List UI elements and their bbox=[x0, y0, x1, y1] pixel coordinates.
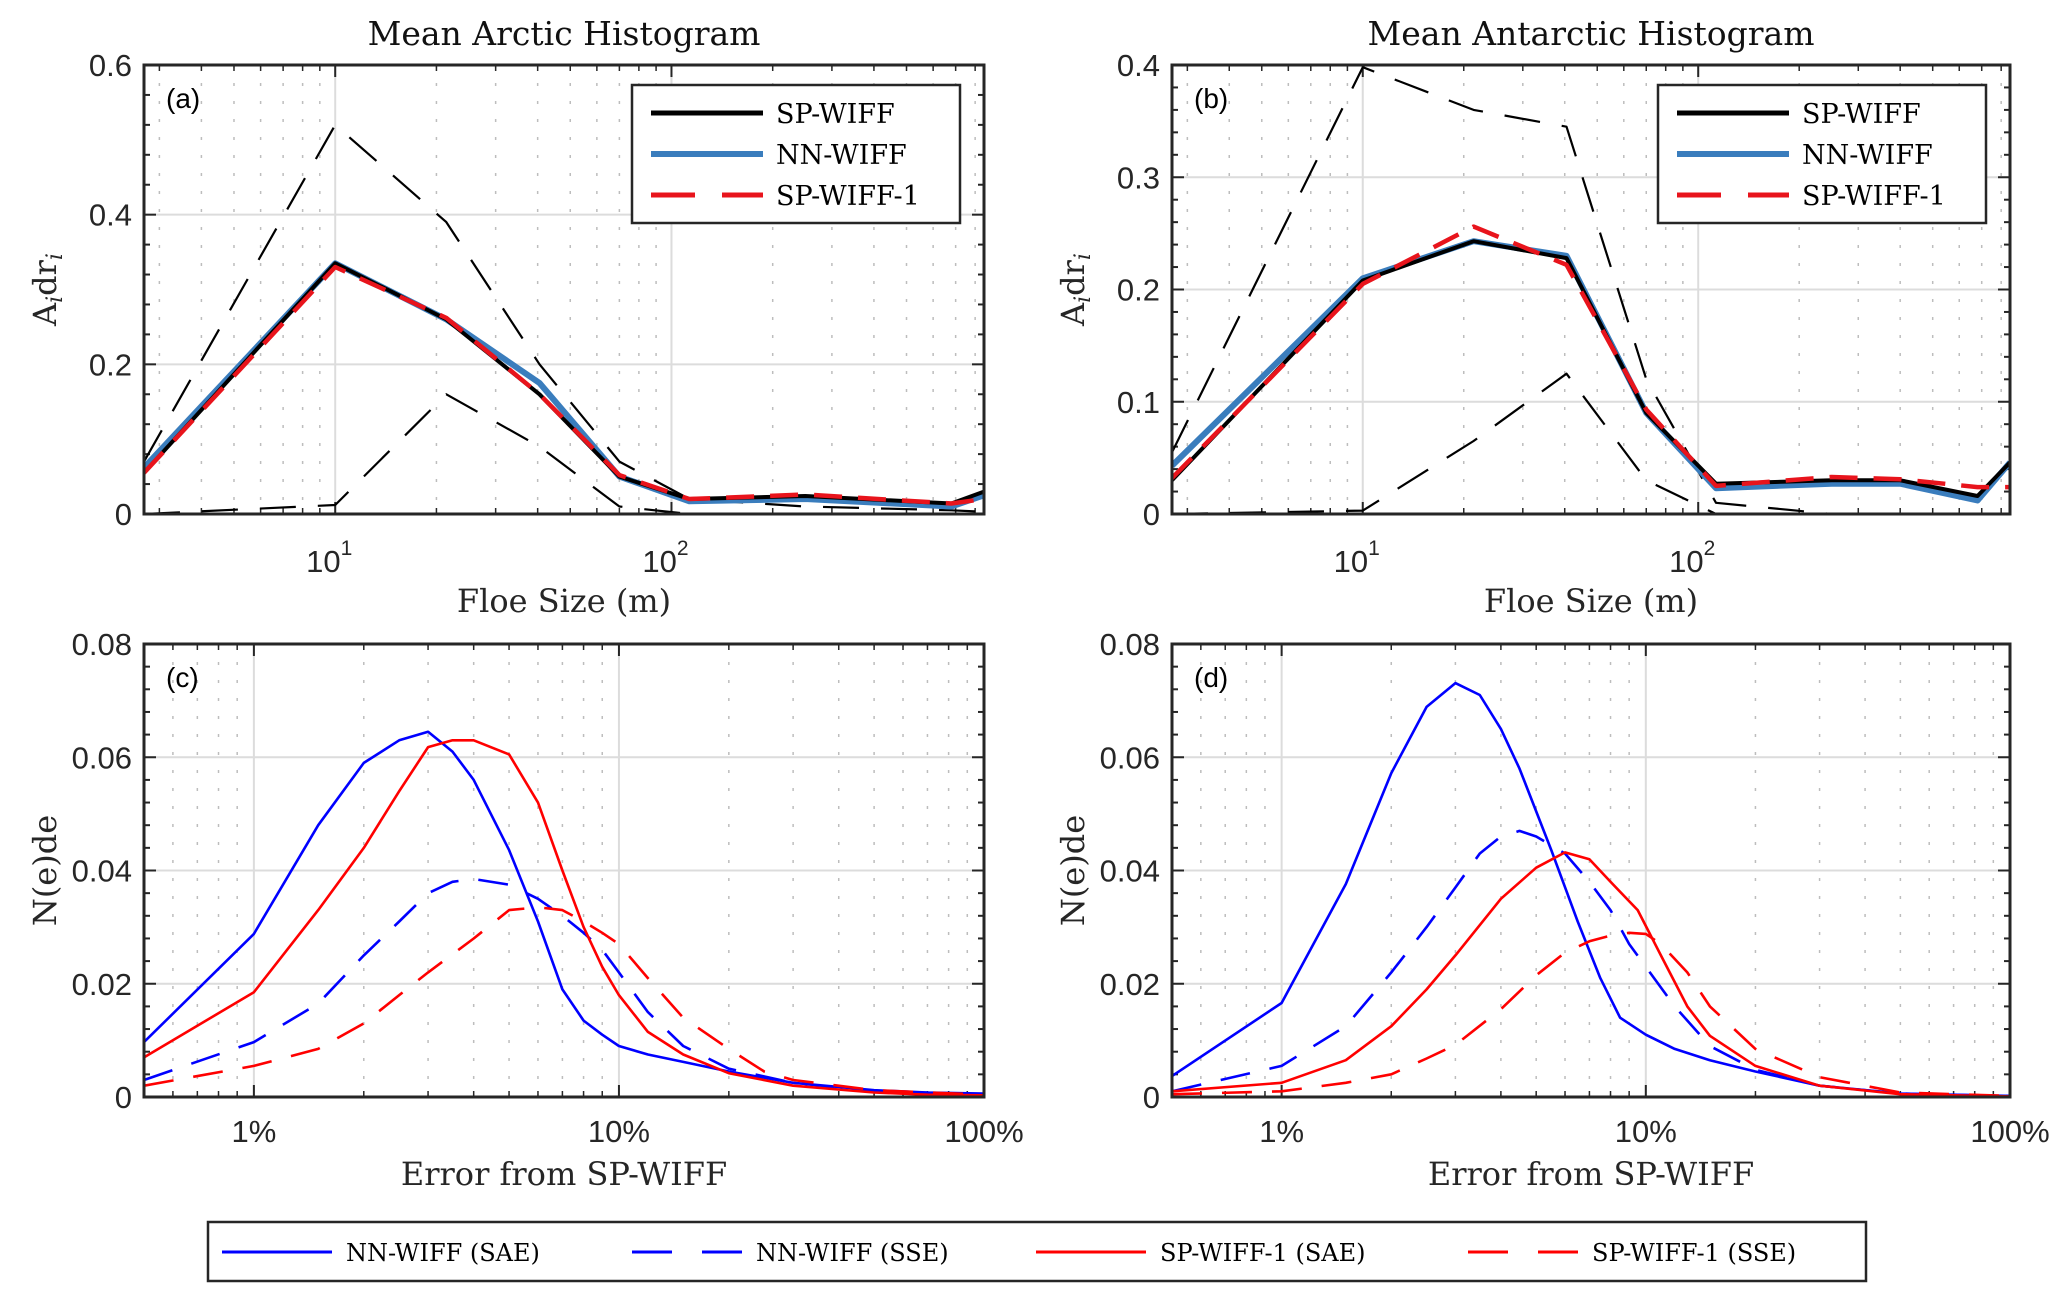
y-tick-label: 0.08 bbox=[72, 627, 132, 662]
x-tick-label: 102 bbox=[642, 537, 688, 579]
y-tick-label: 0.02 bbox=[1100, 967, 1160, 1002]
axes-box bbox=[1170, 63, 2012, 516]
bottom-legend-label: SP-WIFF-1 (SAE) bbox=[1160, 1239, 1365, 1267]
x-axis-label: Floe Size (m) bbox=[457, 582, 671, 620]
y-tick-label: 0 bbox=[1143, 1080, 1160, 1115]
grid bbox=[1171, 643, 2011, 1098]
legend: SP-WIFF NN-WIFF SP-WIFF-1 bbox=[630, 83, 962, 225]
series-line-nn-wiff bbox=[1172, 238, 2010, 504]
chart-title: Mean Antarctic Histogram bbox=[1367, 14, 1814, 53]
series-line-sp-wiff-upper-bound bbox=[1172, 66, 2010, 514]
legend-label: NN-WIFF bbox=[1802, 140, 1933, 171]
bottom-legend-label: SP-WIFF-1 (SSE) bbox=[1592, 1239, 1796, 1267]
axes-box bbox=[142, 63, 986, 516]
series-line-sp-wiff-upper-bound bbox=[144, 123, 984, 513]
panel-c: 1% 10% 100% 0 0.02 0.04 0.06 0.08 Error from SP-… bbox=[26, 627, 1024, 1193]
x-tick-label: 1% bbox=[231, 1114, 276, 1149]
grid bbox=[143, 643, 985, 1098]
x-tick-label: 100% bbox=[1970, 1114, 2049, 1149]
series-line-sp-wiff-1 bbox=[144, 264, 984, 506]
series-line-sp-wiff-1-sae bbox=[144, 738, 984, 1097]
y-tick-label: 0.02 bbox=[72, 967, 132, 1002]
series-line-sp-wiff bbox=[1172, 239, 2010, 498]
y-tick-label: 0.3 bbox=[1117, 160, 1160, 195]
legend-label: SP-WIFF bbox=[1802, 99, 1921, 130]
panel-a: 101 102 0 0.2 0.4 0.6 Floe Size (m) Aidri Mean A… bbox=[26, 14, 986, 620]
y-axis-label: N(e)de bbox=[1054, 815, 1092, 926]
panel-label: (d) bbox=[1194, 662, 1228, 693]
x-tick-label: 100% bbox=[944, 1114, 1023, 1149]
x-tick-label: 10% bbox=[588, 1114, 650, 1149]
x-tick-label: 10% bbox=[1615, 1114, 1677, 1149]
x-axis-label: Error from SP-WIFF bbox=[1428, 1155, 1754, 1193]
y-tick-label: 0.08 bbox=[1100, 627, 1160, 662]
series-line-nn-wiff-sae bbox=[144, 730, 984, 1095]
series-line-sp-wiff-1-sse bbox=[1172, 931, 2010, 1097]
legend-label: NN-WIFF bbox=[776, 140, 907, 171]
panel-label: (a) bbox=[166, 83, 200, 114]
series-line-sp-wiff-lower-bound bbox=[1172, 372, 2010, 514]
x-tick-label: 1% bbox=[1259, 1114, 1304, 1149]
bottom-legend-label: NN-WIFF (SSE) bbox=[756, 1239, 949, 1267]
panel-label: (c) bbox=[166, 662, 199, 693]
series-group bbox=[1172, 681, 2010, 1097]
x-axis-label: Error from SP-WIFF bbox=[401, 1155, 727, 1193]
y-tick-label: 0.06 bbox=[72, 740, 132, 775]
y-tick-label: 0.2 bbox=[1117, 273, 1160, 308]
legend-label: SP-WIFF bbox=[776, 99, 895, 130]
series-group bbox=[144, 730, 984, 1097]
y-tick-label: 0.4 bbox=[1117, 48, 1160, 83]
chart-title: Mean Arctic Histogram bbox=[368, 14, 761, 53]
y-tick-label: 0 bbox=[115, 497, 132, 532]
series-group bbox=[1172, 66, 2010, 514]
series-line-nn-wiff bbox=[144, 260, 984, 510]
legend-label: SP-WIFF-1 bbox=[1802, 181, 1946, 212]
x-tick-label: 101 bbox=[306, 537, 352, 579]
y-tick-label: 0.04 bbox=[1100, 854, 1160, 889]
y-tick-label: 0.06 bbox=[1100, 740, 1160, 775]
panel-d: 1% 10% 100% 0 0.02 0.04 0.06 0.08 Error from SP-… bbox=[1054, 627, 2050, 1193]
y-axis-label: Aidri bbox=[26, 253, 68, 327]
series-line-sp-wiff bbox=[144, 261, 984, 506]
axes-box bbox=[142, 642, 986, 1099]
series-line-nn-wiff-sse bbox=[144, 877, 984, 1096]
series-line-sp-wiff-1 bbox=[1172, 224, 2010, 490]
y-axis-label: Aidri bbox=[1054, 253, 1096, 327]
x-axis-label: Floe Size (m) bbox=[1484, 582, 1698, 620]
y-tick-label: 0.1 bbox=[1117, 385, 1160, 420]
y-tick-label: 0.04 bbox=[72, 854, 132, 889]
y-tick-label: 0.4 bbox=[89, 198, 132, 233]
x-tick-label: 101 bbox=[1334, 537, 1380, 579]
y-tick-label: 0 bbox=[1143, 497, 1160, 532]
legend: SP-WIFF NN-WIFF SP-WIFF-1 bbox=[1656, 83, 1988, 225]
series-line-nn-wiff-sae bbox=[1172, 681, 2010, 1097]
y-tick-label: 0.6 bbox=[89, 48, 132, 83]
legend-label: SP-WIFF-1 bbox=[776, 181, 920, 212]
bottom-legend-label: NN-WIFF (SAE) bbox=[346, 1239, 540, 1267]
x-tick-label: 102 bbox=[1669, 537, 1715, 579]
series-line-sp-wiff-1-sse bbox=[144, 905, 984, 1096]
y-axis-label: N(e)de bbox=[26, 815, 64, 926]
y-tick-label: 0.2 bbox=[89, 347, 132, 382]
y-tick-label: 0 bbox=[115, 1080, 132, 1115]
panel-b: 101 102 0 0.1 0.2 0.3 0.4 Floe Size (m) Aidri Mea… bbox=[1054, 14, 2012, 620]
series-group bbox=[144, 123, 984, 514]
series-line-sp-wiff-lower-bound bbox=[144, 393, 984, 514]
bottom-legend: NN-WIFF (SAE) NN-WIFF (SSE) SP-WIFF-1 (SAE… bbox=[206, 1220, 1868, 1283]
axes-box bbox=[1170, 642, 2012, 1099]
panel-label: (b) bbox=[1194, 83, 1228, 114]
series-line-sp-wiff-1-sae bbox=[1172, 851, 2010, 1097]
